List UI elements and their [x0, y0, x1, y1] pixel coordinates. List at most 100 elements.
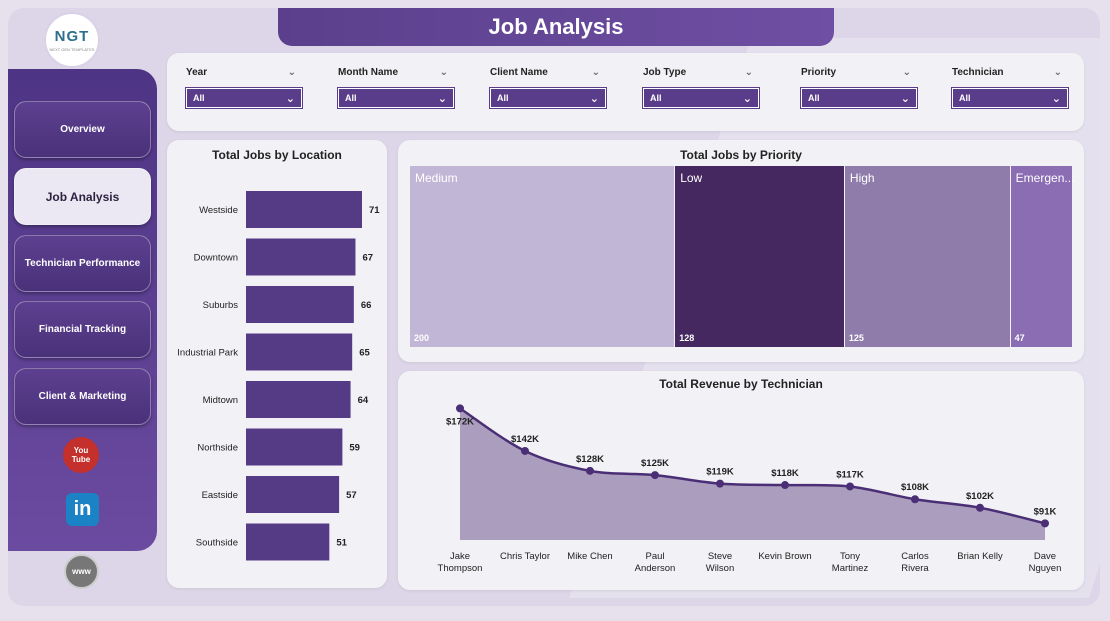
client-name-dropdown[interactable]: All ⌄ [489, 87, 607, 109]
data-label: $118K [771, 468, 799, 479]
category-label: Tony [840, 551, 860, 562]
chevron-down-icon[interactable]: ⌄ [1053, 67, 1062, 78]
nav-financial-tracking-button[interactable]: Financial Tracking [14, 301, 151, 358]
category-label: Midtown [203, 395, 238, 406]
series-line [459, 407, 1046, 525]
filter-priority: Priority ⌄ All ⌄ [800, 67, 919, 109]
bar [246, 476, 340, 513]
treemap-value: 125 [848, 333, 864, 343]
data-label: 57 [346, 490, 357, 501]
youtube-text-bottom: Tube [71, 455, 91, 464]
data-label: 66 [361, 300, 372, 311]
filter-label: Year [186, 67, 208, 78]
treemap-cell[interactable]: Emergen... 47 [1010, 166, 1074, 347]
category-label: Southside [196, 538, 238, 549]
data-label: $128K [576, 454, 604, 465]
treemap-label: Medium [415, 171, 458, 185]
sidebar: Overview Job Analysis Technician Perform… [8, 69, 157, 551]
linkedin-text: in [73, 498, 92, 520]
filter-label: Technician [952, 67, 1004, 78]
category-label: Rivera [901, 563, 929, 574]
bar [246, 523, 330, 561]
website-text: www [72, 567, 91, 576]
data-label: $125K [641, 458, 669, 469]
bar [246, 286, 354, 323]
data-label: 67 [362, 253, 373, 264]
month-name-dropdown[interactable]: All ⌄ [337, 87, 455, 109]
category-label: Paul [645, 551, 664, 562]
dropdown-value: All [345, 93, 357, 103]
data-point [456, 404, 464, 413]
data-label: 59 [349, 443, 360, 454]
chart-title: Total Jobs by Location [212, 148, 342, 162]
bar [246, 191, 362, 228]
nav-job-analysis-button[interactable]: Job Analysis [14, 168, 151, 225]
jobs-by-location-panel: Total Jobs by Location Westside 71 Downtow… [167, 140, 387, 588]
filter-label: Month Name [338, 67, 398, 78]
filter-panel: Year ⌄ All ⌄ Month Name ⌄ All ⌄ Client Name ⌄… [167, 53, 1084, 131]
category-label: Jake [450, 551, 470, 562]
nav-client-marketing-button[interactable]: Client & Marketing [14, 368, 151, 425]
linkedin-icon[interactable]: in [66, 493, 99, 526]
filter-month-name: Month Name ⌄ All ⌄ [337, 67, 456, 109]
priority-dropdown[interactable]: All ⌄ [800, 87, 918, 109]
nav-label: Job Analysis [45, 189, 120, 204]
youtube-icon[interactable]: You Tube [63, 437, 99, 473]
category-label: Industrial Park [177, 348, 238, 359]
nav-technician-performance-button[interactable]: Technician Performance [14, 235, 151, 292]
bar [246, 381, 351, 418]
job-type-dropdown[interactable]: All ⌄ [642, 87, 760, 109]
data-point [976, 503, 984, 512]
category-label: Brian Kelly [957, 551, 1003, 562]
chevron-down-icon[interactable]: ⌄ [744, 67, 753, 78]
chart-title: Total Revenue by Technician [659, 377, 823, 391]
chevron-down-icon[interactable]: ⌄ [591, 67, 600, 78]
data-point [651, 471, 659, 480]
category-label: Thompson [438, 563, 483, 574]
company-logo: NGT NEXT GEN TEMPLATES [44, 12, 100, 68]
website-globe-icon[interactable]: www [64, 554, 99, 589]
data-label: 71 [369, 205, 380, 216]
data-point [1041, 519, 1049, 528]
category-label: Kevin Brown [758, 551, 811, 562]
chevron-down-icon[interactable]: ⌄ [287, 67, 296, 78]
category-label: Dave [1034, 551, 1056, 562]
filter-technician: Technician ⌄ All ⌄ [951, 67, 1070, 109]
dropdown-value: All [193, 93, 205, 103]
data-point [911, 495, 919, 504]
chevron-down-icon[interactable]: ⌄ [902, 67, 911, 78]
chevron-down-icon[interactable]: ⌄ [439, 67, 448, 78]
data-label: $119K [706, 467, 734, 478]
bar [246, 238, 356, 276]
page-title-bar: Job Analysis [278, 8, 834, 46]
treemap-cell[interactable]: High 125 [844, 166, 1010, 347]
filter-label: Priority [801, 67, 837, 78]
chevron-down-icon: ⌄ [285, 92, 295, 105]
category-label: Suburbs [203, 300, 239, 311]
data-point [846, 482, 854, 491]
treemap-cell[interactable]: Low 128 [675, 166, 844, 347]
category-label: Westside [199, 205, 238, 216]
category-label: Anderson [635, 563, 676, 574]
chevron-down-icon: ⌄ [900, 92, 910, 105]
technician-dropdown[interactable]: All ⌄ [951, 87, 1069, 109]
treemap-value: 128 [679, 333, 695, 343]
year-dropdown[interactable]: All ⌄ [185, 87, 303, 109]
nav-overview-button[interactable]: Overview [14, 101, 151, 158]
data-label: $142K [511, 434, 539, 445]
data-label: $117K [836, 469, 864, 480]
treemap-label: Low [680, 171, 703, 185]
data-label: $172K [446, 416, 474, 427]
revenue-by-technician-panel: Total Revenue by Technician $172K Jake Tho… [398, 371, 1084, 590]
category-label: Eastside [202, 490, 238, 501]
treemap-cell[interactable]: Medium 200 [410, 166, 675, 347]
treemap-label: High [849, 171, 875, 185]
data-label: $91K [1034, 506, 1057, 517]
dropdown-value: All [650, 93, 662, 103]
nav-label: Financial Tracking [38, 324, 127, 335]
chevron-down-icon: ⌄ [437, 92, 447, 105]
jobs-by-priority-panel: Total Jobs by Priority Medium 200 Low 128 Hi… [398, 140, 1084, 362]
filter-job-type: Job Type ⌄ All ⌄ [642, 67, 761, 109]
chevron-down-icon: ⌄ [742, 92, 752, 105]
treemap-value: 200 [414, 333, 430, 343]
